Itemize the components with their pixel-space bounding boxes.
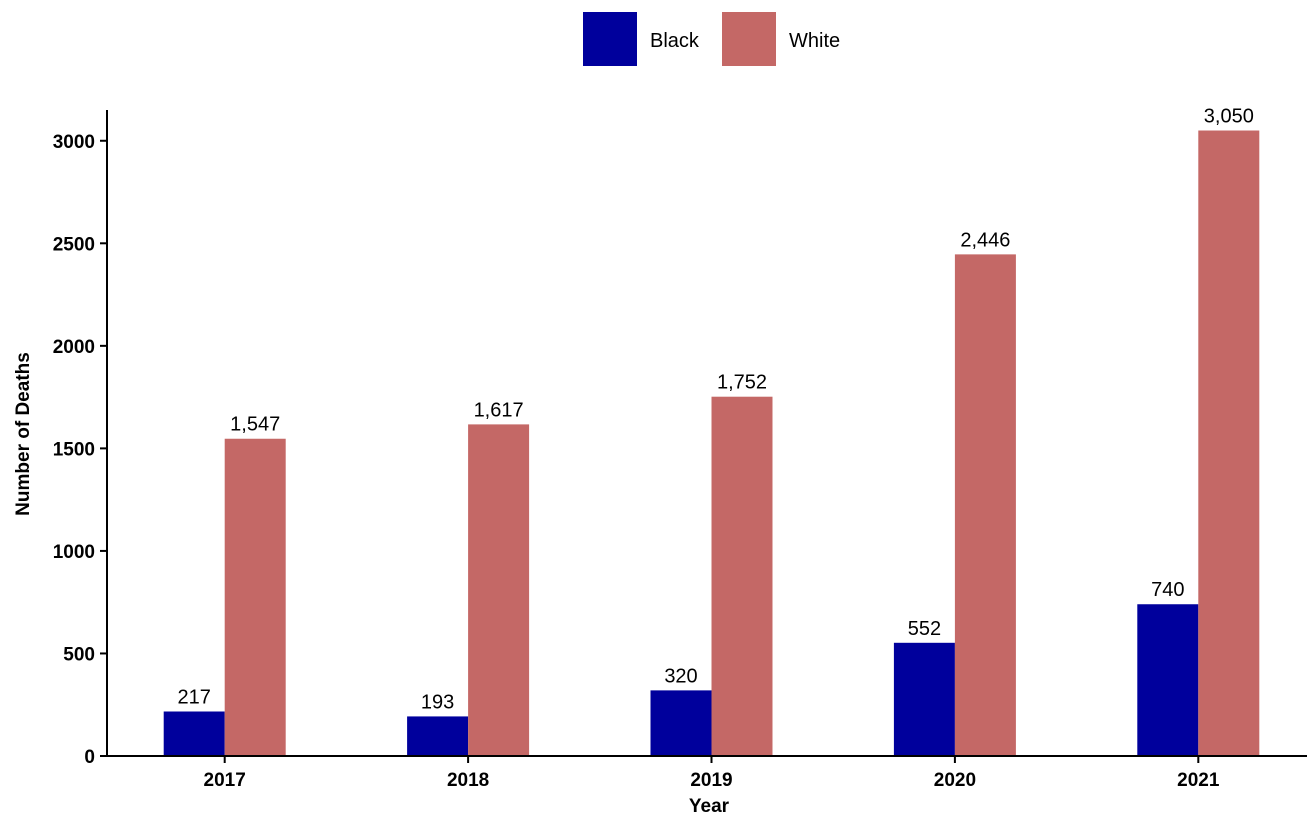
data-label-white-2021: 3,050 <box>1204 106 1254 128</box>
bar-white-2021 <box>1198 130 1260 756</box>
legend: Black White <box>583 12 840 66</box>
data-label-white-2020: 2,446 <box>960 229 1010 251</box>
bars-group <box>163 130 1260 757</box>
x-axis-title: Year <box>689 796 730 817</box>
data-label-white-2019: 1,752 <box>717 372 767 394</box>
data-label-black-2020: 552 <box>908 618 941 640</box>
bar-black-2018 <box>407 716 469 756</box>
data-label-black-2018: 193 <box>421 691 454 713</box>
y-tick-label: 2500 <box>53 234 95 255</box>
y-axis: 0 500 1000 1500 2000 2500 3000 <box>53 110 108 768</box>
legend-swatch-black <box>583 12 637 66</box>
data-label-white-2017: 1,547 <box>230 414 280 436</box>
y-tick-label: 3000 <box>53 132 95 153</box>
x-tick-label-2020: 2020 <box>934 770 976 791</box>
x-axis: 2017 2018 2019 2020 2021 <box>106 755 1307 791</box>
x-tick-label-2018: 2018 <box>447 770 489 791</box>
legend-label-white: White <box>789 30 840 52</box>
bar-white-2017 <box>224 438 286 756</box>
bar-black-2017 <box>163 711 225 756</box>
x-tick-label-2019: 2019 <box>690 770 732 791</box>
bar-white-2018 <box>468 424 530 756</box>
data-labels-group: 217 1,547 193 1,617 320 1,752 552 2,446 740 3,050 <box>178 106 1254 714</box>
data-label-black-2021: 740 <box>1151 579 1184 601</box>
y-tick-label: 1500 <box>53 439 95 460</box>
y-tick-label: 1000 <box>53 542 95 563</box>
bar-black-2020 <box>893 642 955 756</box>
y-tick-label: 500 <box>63 644 95 665</box>
data-label-black-2017: 217 <box>178 686 211 708</box>
y-tick-label: 0 <box>84 747 95 768</box>
x-tick-label-2017: 2017 <box>204 770 246 791</box>
bar-white-2019 <box>711 396 773 756</box>
y-tick-label: 2000 <box>53 337 95 358</box>
y-axis-title: Number of Deaths <box>13 352 34 516</box>
data-label-white-2018: 1,617 <box>474 399 524 421</box>
bar-black-2021 <box>1137 604 1199 756</box>
data-label-black-2019: 320 <box>664 665 697 687</box>
x-tick-label-2021: 2021 <box>1177 770 1220 791</box>
legend-label-black: Black <box>650 30 700 52</box>
legend-swatch-white <box>722 12 776 66</box>
bar-white-2020 <box>954 254 1016 757</box>
bar-black-2019 <box>650 690 712 756</box>
